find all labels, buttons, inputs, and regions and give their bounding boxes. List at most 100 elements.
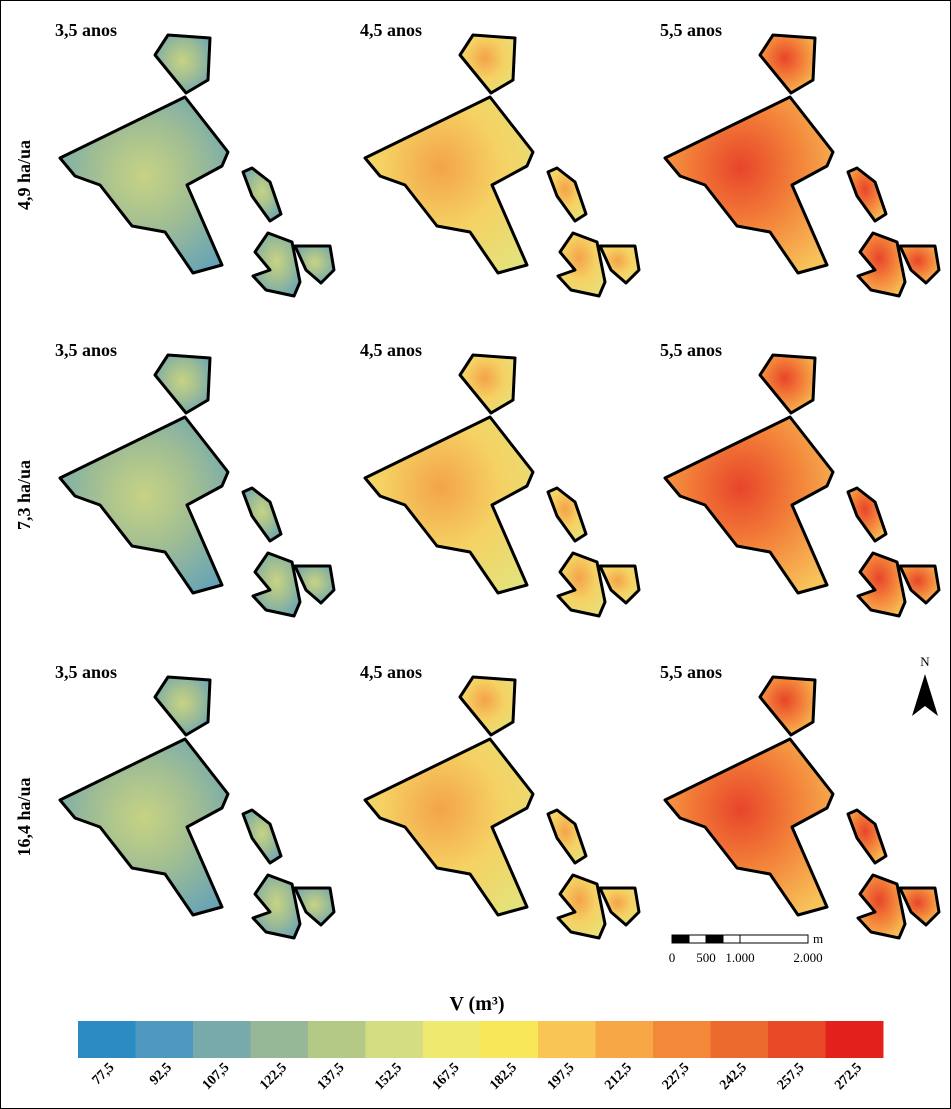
plot-area (241, 486, 283, 543)
legend-title: V (m³) (449, 993, 504, 1015)
legend-swatch (193, 1021, 251, 1058)
legend-swatch (480, 1021, 539, 1058)
panel-label: 5,5 anos (660, 340, 722, 360)
legend-swatch (365, 1021, 424, 1058)
plot-area (458, 353, 517, 415)
plot-area (898, 244, 941, 285)
map-panel (363, 675, 641, 940)
plot-area (251, 873, 302, 940)
legend-label: 212,5 (602, 1060, 635, 1093)
panel-label: 4,5 anos (360, 340, 422, 360)
map-panel (663, 353, 941, 618)
legend-label: 107,5 (200, 1060, 233, 1093)
plot-area (846, 808, 888, 865)
plot-area (293, 244, 336, 285)
legend-label: 257,5 (775, 1060, 808, 1093)
scale-segment (739, 934, 809, 944)
north-label: N (920, 654, 930, 669)
plot-area (758, 675, 817, 737)
map-panel (363, 353, 641, 618)
plot-area (58, 737, 230, 917)
plot-area (663, 737, 835, 917)
legend-label: 122,5 (257, 1060, 290, 1093)
plot-area (846, 486, 888, 543)
map-panel (58, 353, 336, 618)
scale-label: 2.000 (793, 950, 822, 965)
scale-label: 1.000 (725, 950, 754, 965)
panel-label: 4,5 anos (360, 20, 422, 40)
plot-area (663, 415, 835, 595)
scale-label: 0 (669, 950, 676, 965)
scale-unit: m (813, 931, 823, 946)
legend-swatch (78, 1021, 136, 1058)
legend-label: 77,5 (90, 1060, 118, 1088)
legend-swatch (135, 1021, 194, 1058)
panel-label: 4,5 anos (360, 662, 422, 682)
plot-area (598, 244, 641, 285)
plot-area (58, 95, 230, 275)
plot-area (556, 231, 607, 298)
legend-label: 272,5 (832, 1060, 865, 1093)
plot-area (241, 166, 283, 223)
panel-label: 3,5 anos (55, 662, 117, 682)
legend-label: 242,5 (717, 1060, 750, 1093)
plot-area (251, 231, 302, 298)
map-panel (663, 33, 941, 298)
scale-segment (705, 934, 724, 944)
panel-label: 5,5 anos (660, 20, 722, 40)
plot-area (293, 886, 336, 927)
plot-area (898, 564, 941, 605)
plot-area (846, 166, 888, 223)
plot-area (293, 564, 336, 605)
plot-area (153, 33, 212, 95)
north-arrow (912, 674, 938, 716)
legend-label: 167,5 (430, 1060, 463, 1093)
legend-label: 182,5 (487, 1060, 520, 1093)
row-label: 16,4 ha/ua (14, 777, 34, 856)
scale-segment (722, 934, 741, 944)
plot-area (556, 551, 607, 618)
plot-area (598, 564, 641, 605)
plot-area (363, 95, 535, 275)
legend-label: 152,5 (372, 1060, 405, 1093)
legend-swatch (653, 1021, 711, 1058)
scale-label: 500 (696, 950, 716, 965)
plot-area (58, 415, 230, 595)
plot-area (856, 551, 907, 618)
row-label: 4,9 ha/ua (14, 140, 34, 210)
panel-label: 3,5 anos (55, 340, 117, 360)
plot-area (153, 675, 212, 737)
legend-label: 227,5 (660, 1060, 693, 1093)
plot-area (598, 886, 641, 927)
plot-area (758, 33, 817, 95)
plot-area (898, 886, 941, 927)
plot-area (363, 415, 535, 595)
scale-segment (688, 934, 707, 944)
panel-label: 3,5 anos (55, 20, 117, 40)
plot-area (663, 95, 835, 275)
plot-area (546, 166, 588, 223)
legend-label: 92,5 (147, 1060, 175, 1088)
map-panel (58, 675, 336, 940)
row-label: 7,3 ha/ua (14, 460, 34, 530)
plot-area (556, 873, 607, 940)
plot-area (546, 808, 588, 865)
plot-area (363, 737, 535, 917)
map-panel (363, 33, 641, 298)
plot-area (458, 675, 517, 737)
map-panel (663, 675, 941, 940)
plot-area (856, 231, 907, 298)
legend-swatch (538, 1021, 596, 1058)
scale-segment (671, 934, 690, 944)
legend-label: 197,5 (545, 1060, 578, 1093)
legend-swatch (825, 1021, 884, 1058)
legend-swatch (710, 1021, 769, 1058)
plot-area (241, 808, 283, 865)
panel-label: 5,5 anos (660, 662, 722, 682)
plot-area (153, 353, 212, 415)
legend-label: 137,5 (315, 1060, 348, 1093)
legend-swatch (423, 1021, 481, 1058)
legend-swatch (308, 1021, 366, 1058)
plot-area (856, 873, 907, 940)
